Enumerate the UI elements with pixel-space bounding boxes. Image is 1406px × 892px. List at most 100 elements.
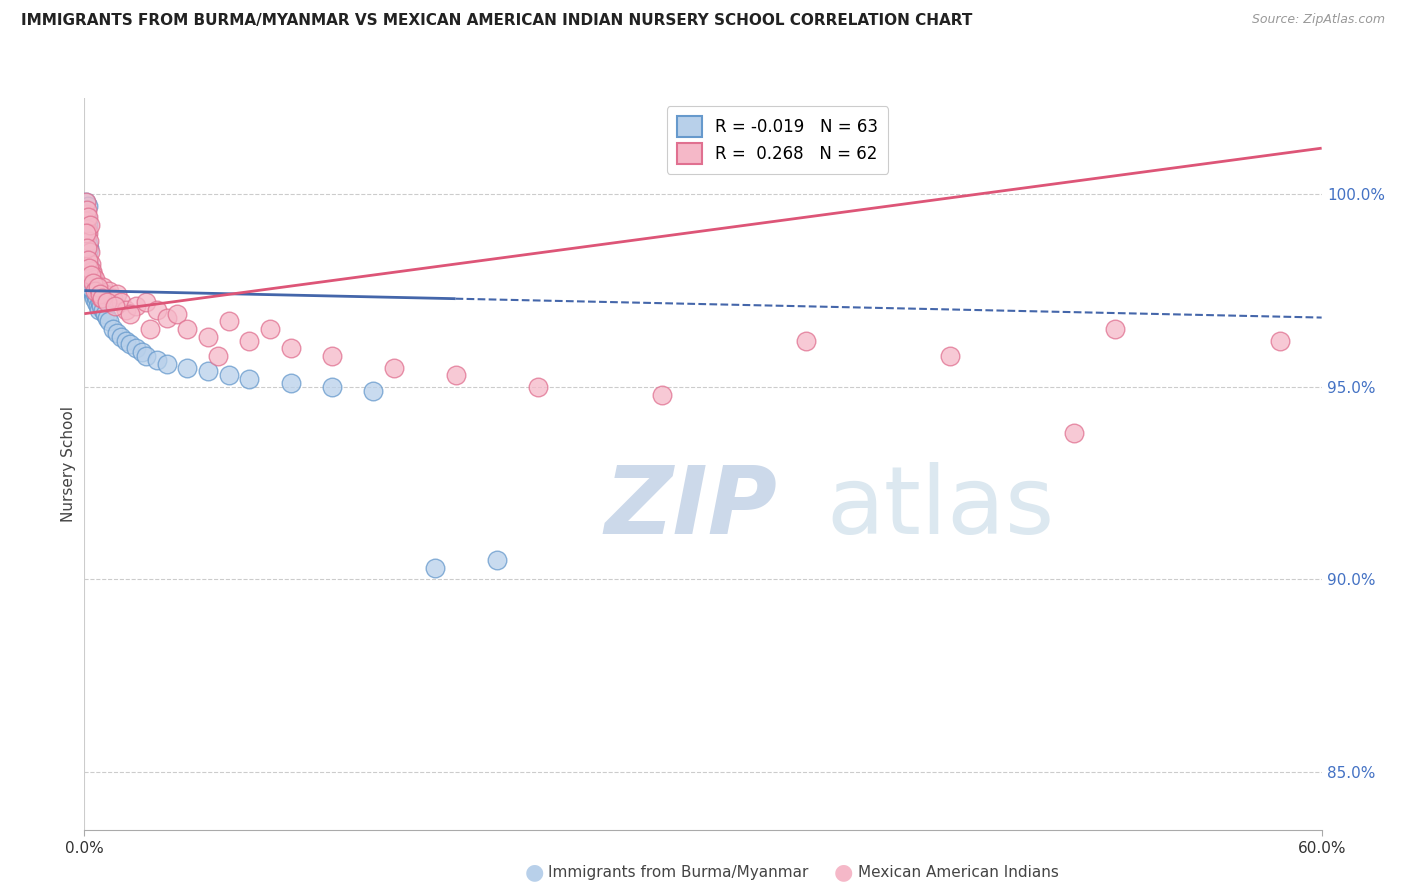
Point (444, 368, 467, 383)
Point (361, 384, 384, 398)
Point (382, 360, 405, 375)
Point (77, 226, 100, 240)
Point (83, 291, 105, 305)
Point (79, 268, 101, 283)
Text: ●: ● (834, 863, 853, 882)
Point (76, 234, 98, 248)
Point (84, 295, 107, 310)
Point (77, 234, 100, 248)
Point (125, 342, 148, 356)
Point (156, 357, 179, 371)
Point (103, 322, 125, 336)
Point (75, 214, 97, 228)
Point (82, 276, 104, 290)
Point (156, 310, 179, 325)
Point (96, 310, 118, 325)
Text: Immigrants from Burma/Myanmar: Immigrants from Burma/Myanmar (548, 865, 808, 880)
Point (176, 360, 198, 375)
Point (77, 257, 100, 271)
Point (91, 302, 114, 317)
Point (651, 387, 673, 401)
Point (76, 226, 98, 240)
Point (423, 561, 446, 575)
Point (87, 299, 110, 313)
Text: ZIP: ZIP (605, 462, 778, 554)
Point (527, 380, 550, 394)
Point (118, 307, 141, 321)
Point (939, 349, 962, 363)
Point (82, 287, 104, 301)
Point (94, 307, 117, 321)
Point (75, 226, 97, 240)
Text: IMMIGRANTS FROM BURMA/MYANMAR VS MEXICAN AMERICAN INDIAN NURSERY SCHOOL CORRELAT: IMMIGRANTS FROM BURMA/MYANMAR VS MEXICAN… (21, 13, 973, 29)
Point (75, 202, 97, 217)
Point (79, 279, 101, 293)
Text: Source: ZipAtlas.com: Source: ZipAtlas.com (1251, 13, 1385, 27)
Point (94, 287, 117, 301)
Point (76, 214, 98, 228)
Point (90, 291, 112, 305)
Point (90, 299, 112, 313)
Point (114, 334, 136, 348)
Point (96, 295, 118, 310)
Point (485, 553, 508, 567)
Point (90, 291, 112, 305)
Point (79, 272, 101, 286)
Point (84, 279, 107, 293)
Point (87, 302, 110, 317)
Point (79, 279, 101, 293)
Point (83, 287, 105, 301)
Point (75, 226, 97, 240)
Point (238, 334, 260, 348)
Point (75, 214, 97, 228)
Text: atlas: atlas (827, 462, 1054, 554)
Point (76, 211, 98, 225)
Point (76, 252, 98, 267)
Point (238, 372, 260, 386)
Point (1104, 322, 1126, 336)
Point (321, 349, 343, 363)
Legend: R = -0.019   N = 63, R =  0.268   N = 62: R = -0.019 N = 63, R = 0.268 N = 62 (666, 106, 889, 174)
Text: Mexican American Indians: Mexican American Indians (858, 865, 1059, 880)
Point (110, 330, 132, 344)
Point (321, 380, 343, 394)
Point (280, 342, 302, 356)
Point (77, 211, 100, 225)
Point (79, 260, 101, 275)
Point (75, 222, 97, 236)
Point (77, 241, 100, 255)
Point (76, 222, 98, 236)
Point (1270, 334, 1292, 348)
Point (197, 364, 219, 378)
Point (86, 291, 108, 305)
Point (82, 284, 104, 298)
Point (86, 284, 108, 298)
Point (259, 322, 281, 336)
Point (79, 245, 101, 260)
Point (79, 268, 101, 283)
Point (84, 284, 107, 298)
Point (89, 287, 111, 301)
Point (135, 295, 157, 310)
Point (118, 337, 141, 351)
Point (197, 330, 219, 344)
Point (131, 345, 153, 359)
Point (76, 241, 98, 255)
Point (75, 195, 97, 210)
Point (103, 291, 125, 305)
Point (105, 326, 128, 340)
Text: ●: ● (524, 863, 544, 882)
Point (176, 322, 198, 336)
Point (76, 202, 98, 217)
Point (98, 314, 121, 328)
Point (794, 334, 817, 348)
Point (83, 272, 105, 286)
Point (110, 295, 132, 310)
Point (98, 284, 121, 298)
Point (80, 268, 103, 283)
Point (89, 295, 111, 310)
Point (104, 299, 127, 313)
Y-axis label: Nursery School: Nursery School (60, 406, 76, 522)
Point (75, 218, 97, 232)
Point (166, 307, 188, 321)
